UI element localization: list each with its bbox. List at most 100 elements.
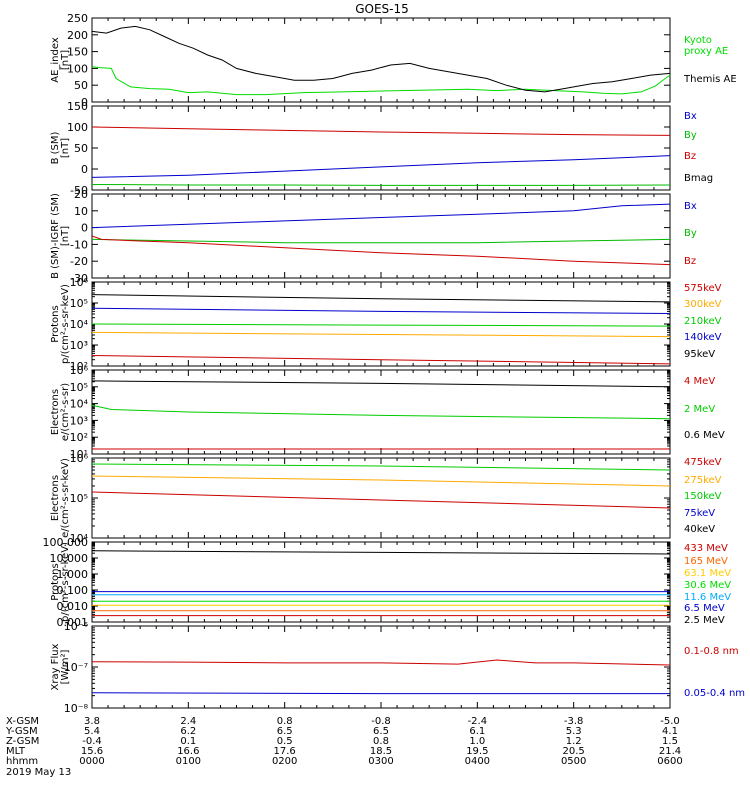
- footer-value: 6.1: [469, 726, 485, 737]
- footer-row-label: X-GSM: [6, 716, 39, 727]
- y-axis-label: p/(cm²-s-sr-keV): [60, 284, 71, 364]
- footer-value: 17.6: [274, 746, 296, 757]
- series-line-Themis-AE: [91, 25, 671, 93]
- y-tick-label: 200: [67, 29, 88, 42]
- footer-value: 0300: [368, 756, 393, 767]
- panel-protons: 10² 10³ 10⁴ 10⁵ 10⁶ Protons p/(cm²-s-sr-keV) 57…: [50, 276, 722, 373]
- footer-value: 0.8: [373, 736, 389, 747]
- y-tick-label: -30: [70, 272, 88, 285]
- series-line-95keV: [91, 294, 671, 303]
- y-tick-label: 150: [67, 100, 88, 113]
- y-tick-label: 20: [74, 188, 88, 201]
- y-axis-label: Electrons: [50, 475, 61, 521]
- figure-title: GOES-15: [355, 2, 409, 16]
- legend-label: Bz: [684, 151, 696, 162]
- footer-value: 5.4: [84, 726, 100, 737]
- y-tick-label: 10³: [70, 339, 88, 352]
- series-line-475keV: [91, 491, 671, 509]
- series-line-2-MeV: [91, 404, 671, 420]
- y-tick-label: 10⁻⁸: [64, 702, 89, 715]
- y-tick-label: 10²: [70, 360, 88, 373]
- series-line-Bx: [91, 203, 671, 229]
- y-tick-label: 10⁴: [70, 318, 89, 331]
- legend-label: 575keV: [684, 283, 722, 294]
- legend-label: 0.05-0.4 nm: [684, 688, 745, 699]
- legend-label: 140keV: [684, 332, 722, 343]
- legend-label: 75keV: [684, 508, 715, 519]
- y-axis-label: [W/m²]: [60, 649, 71, 684]
- y-tick-label: -10: [70, 238, 88, 251]
- y-tick-label: 10.000: [50, 552, 89, 565]
- footer-value: 6.5: [277, 726, 293, 737]
- y-tick-label: 0: [81, 96, 88, 109]
- series-line-0.6-MeV: [91, 380, 671, 388]
- y-tick-label: 0.010: [57, 600, 89, 613]
- y-tick-label: 10⁴: [70, 532, 89, 545]
- y-tick-label: 100.000: [43, 536, 89, 549]
- panel-bigrf: 20 10 0 -10 -20 -30 B (SM)-IGRF (SM) [nT] Bx By Bz: [50, 188, 697, 285]
- y-tick-label: 10²: [70, 431, 88, 444]
- legend-label: Bz: [684, 256, 696, 267]
- panel-frame: [91, 625, 671, 709]
- series-line-275keV: [91, 475, 671, 487]
- y-axis-label: B (SM)-IGRF (SM): [50, 193, 61, 279]
- panel-electrons_mev: 10¹ 10² 10³ 10⁴ 10⁵ 10⁶ Electrons e/(cm²-s-sr) 4…: [50, 364, 725, 461]
- legend-label: 300keV: [684, 299, 722, 310]
- legend-label: 475keV: [684, 457, 722, 468]
- legend-label: 2.5 MeV: [684, 615, 725, 626]
- y-tick-label: 10⁵: [70, 492, 88, 505]
- footer-value: 0500: [561, 756, 586, 767]
- y-tick-label: -50: [70, 184, 88, 197]
- y-tick-label: 10¹: [70, 448, 88, 461]
- panel-frame: [91, 457, 671, 539]
- series-line-150keV: [91, 463, 671, 471]
- legend-label: By: [684, 130, 697, 141]
- footer-value: 18.5: [370, 746, 392, 757]
- footer-value: -3.8: [564, 716, 584, 727]
- footer-value: 3.8: [84, 716, 100, 727]
- series-line-0.1-0.8-nm: [91, 659, 671, 666]
- footer-value: 6.2: [180, 726, 196, 737]
- y-tick-label: 0: [81, 163, 88, 176]
- footer-value: 0.1: [180, 736, 196, 747]
- footer-value: 0400: [465, 756, 490, 767]
- legend-label: 433 MeV: [684, 543, 728, 554]
- y-tick-label: 50: [74, 142, 88, 155]
- y-axis-label: Protons: [50, 305, 61, 342]
- footer-value: 2.4: [180, 716, 196, 727]
- footer-value: 0000: [79, 756, 104, 767]
- footer-value: 16.6: [177, 746, 199, 757]
- footer-value: 1.2: [566, 736, 582, 747]
- footer-value: 20.5: [563, 746, 585, 757]
- footer-value: 0100: [176, 756, 201, 767]
- series-line-210keV: [91, 323, 671, 327]
- series-line-140keV: [91, 307, 671, 314]
- y-tick-label: 10⁵: [70, 381, 88, 394]
- footer-value: 0.8: [277, 716, 293, 727]
- legend-label: 165 MeV: [684, 556, 728, 567]
- footer-row-label: MLT: [6, 746, 26, 757]
- footer-value: 5.3: [566, 726, 582, 737]
- y-tick-label: 10⁻⁶: [64, 620, 89, 633]
- legend-label: 63.1 MeV: [684, 568, 731, 579]
- y-tick-label: 10⁶: [70, 364, 89, 377]
- footer-value: 1.5: [662, 736, 678, 747]
- footer-value: 0.5: [277, 736, 293, 747]
- y-axis-label: AE_index: [50, 37, 61, 83]
- legend-label: 40keV: [684, 524, 715, 535]
- legend-label: 11.6 MeV: [684, 592, 731, 603]
- y-axis-label: Electrons: [50, 389, 61, 435]
- footer-value: -2.4: [468, 716, 488, 727]
- legend-label: Themis AE: [683, 74, 737, 85]
- y-tick-label: 10: [74, 205, 88, 218]
- y-axis-label: B (SM): [50, 131, 61, 164]
- y-axis-label: [nT]: [60, 50, 71, 70]
- panel-frame: [91, 193, 671, 279]
- y-tick-label: 50: [74, 79, 88, 92]
- legend-label: 6.5 MeV: [684, 603, 725, 614]
- y-tick-label: 10⁶: [70, 452, 89, 465]
- legend-label: By: [684, 228, 697, 239]
- footer-value: 19.5: [466, 746, 488, 757]
